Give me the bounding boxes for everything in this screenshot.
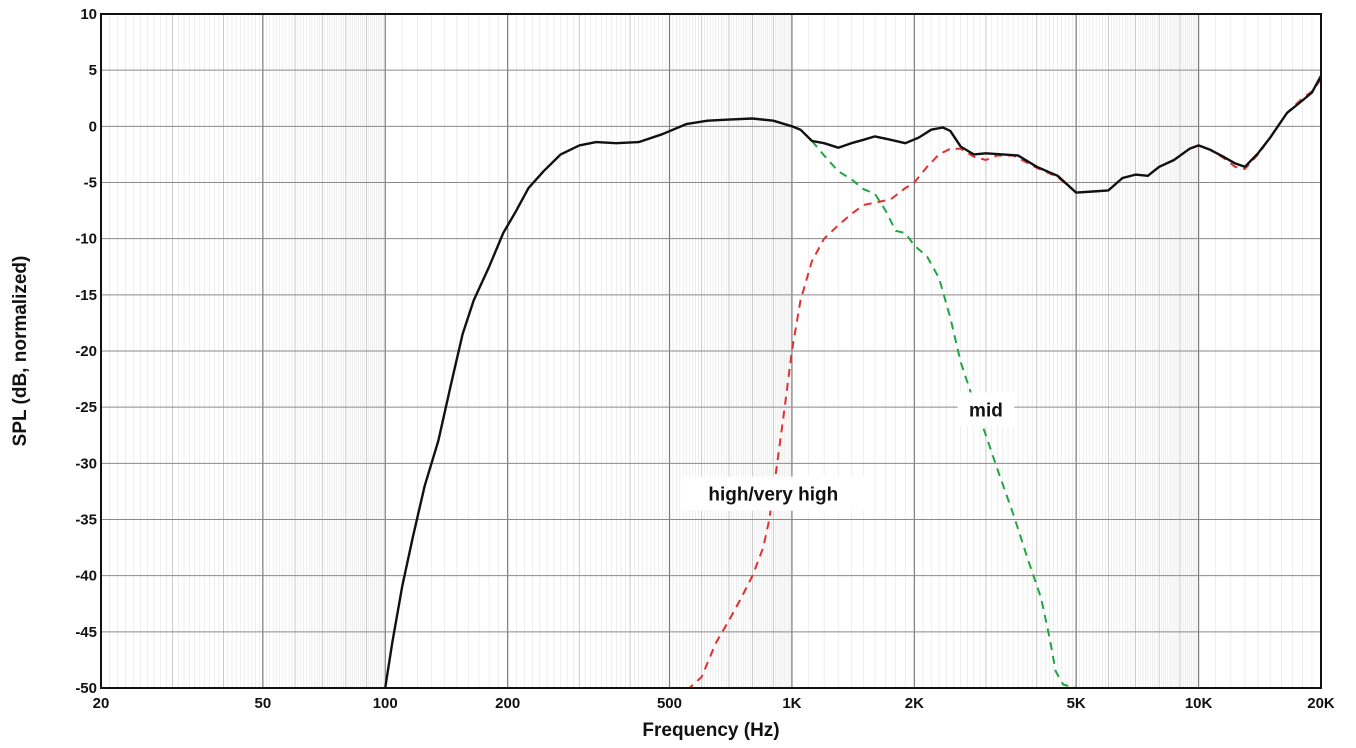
y-tick-label: -20	[75, 343, 97, 360]
x-tick-label: 20	[93, 695, 110, 712]
y-axis-title: SPL (dB, normalized)	[10, 256, 31, 447]
x-axis-title: Frequency (Hz)	[642, 720, 779, 741]
data-series	[384, 75, 1321, 688]
y-tick-label: -5	[84, 175, 97, 192]
x-tick-label: 200	[495, 695, 520, 712]
y-tick-label: -35	[75, 512, 97, 529]
high-label-box	[681, 476, 865, 511]
y-tick-label: -25	[75, 399, 97, 416]
x-tick-label: 10K	[1185, 695, 1213, 712]
x-tick-label: 2K	[905, 695, 924, 712]
y-tick-label: -45	[75, 624, 97, 641]
system-response-line	[384, 75, 1321, 688]
mid-label: mid	[969, 400, 1003, 421]
annotations: mid high/very high	[681, 392, 1015, 511]
x-tick-label: 500	[657, 695, 682, 712]
x-tick-label: 20K	[1307, 695, 1335, 712]
x-tick-label: 50	[254, 695, 271, 712]
y-tick-label: -30	[75, 455, 97, 472]
mid-label-box	[957, 392, 1015, 427]
y-tick-label: -15	[75, 287, 97, 304]
mid-response-line	[811, 140, 1321, 688]
plot-frame	[100, 13, 1322, 689]
x-tick-label: 100	[373, 695, 398, 712]
y-tick-label: -10	[75, 231, 97, 248]
y-tick-label: -50	[75, 680, 97, 697]
y-tick-label: 10	[80, 6, 97, 23]
y-tick-label: 5	[89, 62, 97, 79]
grid	[100, 13, 1322, 689]
tick-labels: 20 50 100 200 500 1K 2K 5K 10K 20K1050-5-10-15-20…	[75, 6, 1335, 712]
x-tick-label: 5K	[1067, 695, 1086, 712]
x-tick-label: 1K	[782, 695, 801, 712]
y-tick-label: 0	[89, 118, 97, 135]
high-label: high/very high	[708, 485, 838, 506]
y-tick-label: -40	[75, 568, 97, 585]
